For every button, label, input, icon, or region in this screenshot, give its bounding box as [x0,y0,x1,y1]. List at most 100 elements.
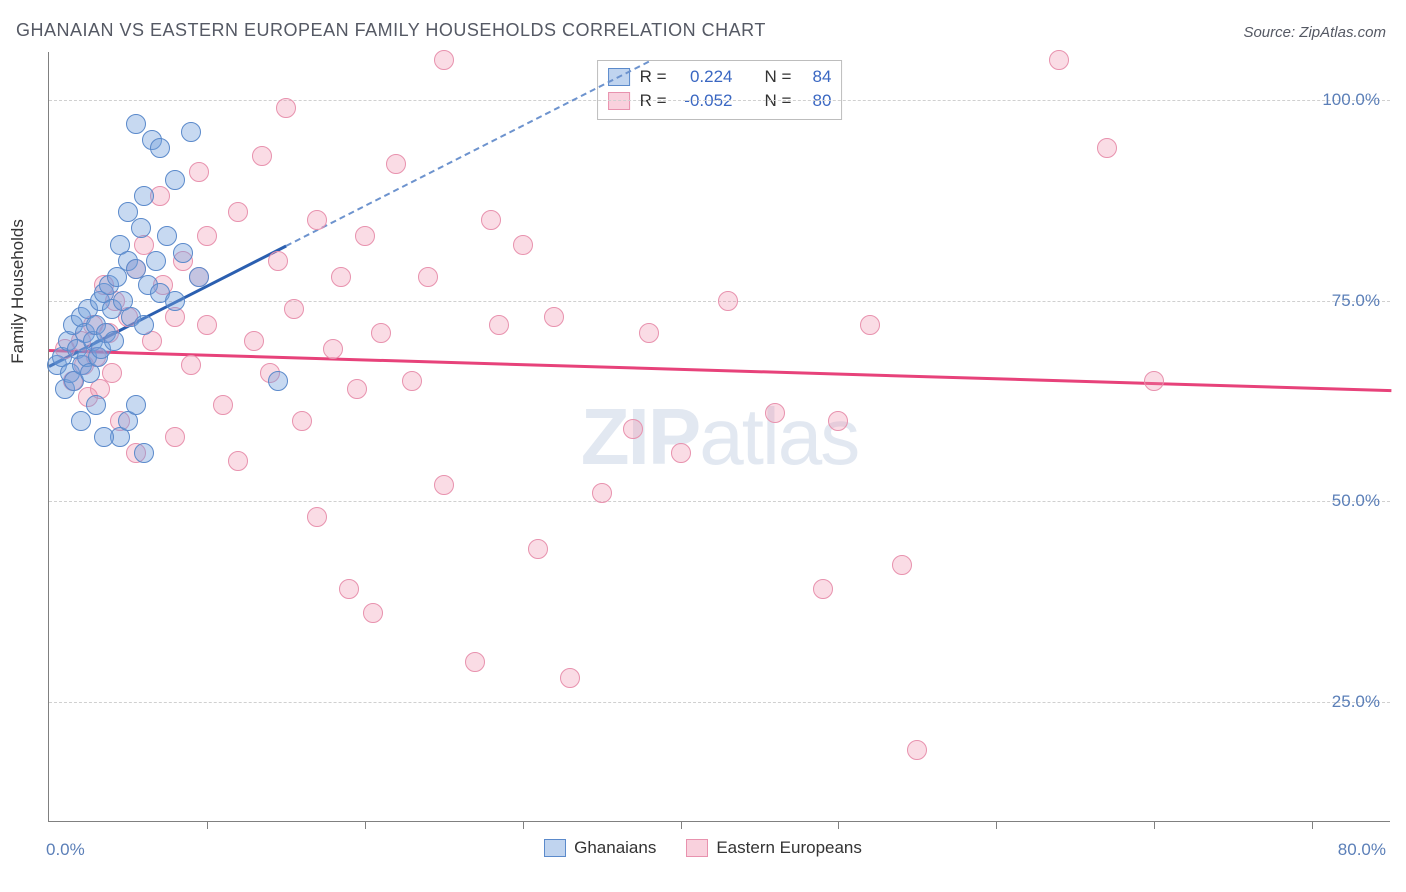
data-point [860,315,880,335]
data-point [197,315,217,335]
gridline [49,501,1390,502]
data-point [355,226,375,246]
trend-line [285,60,649,246]
data-point [592,483,612,503]
data-point [331,267,351,287]
data-point [418,267,438,287]
gridline [49,702,1390,703]
data-point [181,122,201,142]
legend-pink-label: Eastern Europeans [716,838,862,858]
bottom-legend: Ghanaians Eastern Europeans [0,838,1406,858]
data-point [189,162,209,182]
data-point [165,427,185,447]
data-point [402,371,422,391]
r-value-blue: 0.224 [677,67,733,87]
data-point [671,443,691,463]
data-point [165,291,185,311]
x-tick [365,821,366,829]
legend-blue-label: Ghanaians [574,838,656,858]
data-point [481,210,501,230]
x-tick [1154,821,1155,829]
y-tick-label: 75.0% [1332,291,1380,311]
data-point [268,251,288,271]
data-point [528,539,548,559]
data-point [134,315,154,335]
data-point [126,395,146,415]
gridline [49,100,1390,101]
data-point [1144,371,1164,391]
y-tick-label: 25.0% [1332,692,1380,712]
data-point [813,579,833,599]
data-point [134,186,154,206]
n-label: N = [765,67,792,87]
x-tick [838,821,839,829]
data-point [718,291,738,311]
data-point [828,411,848,431]
data-point [1097,138,1117,158]
data-point [165,170,185,190]
data-point [339,579,359,599]
data-point [197,226,217,246]
data-point [489,315,509,335]
legend-item-blue: Ghanaians [544,838,656,858]
data-point [1049,50,1069,70]
data-point [104,331,124,351]
y-tick-label: 50.0% [1332,491,1380,511]
data-point [131,218,151,238]
data-point [363,603,383,623]
source-label: Source: ZipAtlas.com [1243,24,1386,41]
data-point [434,50,454,70]
swatch-blue-icon [544,839,566,857]
plot-area: ZIPatlas R = 0.224 N = 84 R = -0.052 N =… [48,52,1390,822]
watermark: ZIPatlas [581,391,858,483]
chart-title: GHANAIAN VS EASTERN EUROPEAN FAMILY HOUS… [16,20,766,41]
data-point [765,403,785,423]
data-point [126,114,146,134]
x-tick [681,821,682,829]
data-point [892,555,912,575]
data-point [157,226,177,246]
data-point [228,202,248,222]
data-point [307,210,327,230]
data-point [181,355,201,375]
data-point [371,323,391,343]
data-point [213,395,233,415]
data-point [268,371,288,391]
data-point [907,740,927,760]
data-point [347,379,367,399]
data-point [102,363,122,383]
r-label: R = [640,67,667,87]
data-point [173,243,193,263]
x-tick [996,821,997,829]
data-point [94,427,114,447]
x-tick [207,821,208,829]
data-point [513,235,533,255]
data-point [639,323,659,343]
stats-row-blue: R = 0.224 N = 84 [608,65,832,89]
data-point [386,154,406,174]
data-point [134,443,154,463]
x-tick [523,821,524,829]
trend-line [49,349,1391,392]
data-point [292,411,312,431]
data-point [86,395,106,415]
data-point [252,146,272,166]
data-point [465,652,485,672]
data-point [307,507,327,527]
data-point [323,339,343,359]
data-point [71,411,91,431]
data-point [146,251,166,271]
data-point [544,307,564,327]
y-axis-title: Family Households [8,219,28,364]
data-point [560,668,580,688]
data-point [228,451,248,471]
data-point [276,98,296,118]
y-tick-label: 100.0% [1322,90,1380,110]
data-point [623,419,643,439]
data-point [284,299,304,319]
data-point [150,138,170,158]
data-point [244,331,264,351]
x-tick [1312,821,1313,829]
data-point [434,475,454,495]
legend-item-pink: Eastern Europeans [686,838,862,858]
